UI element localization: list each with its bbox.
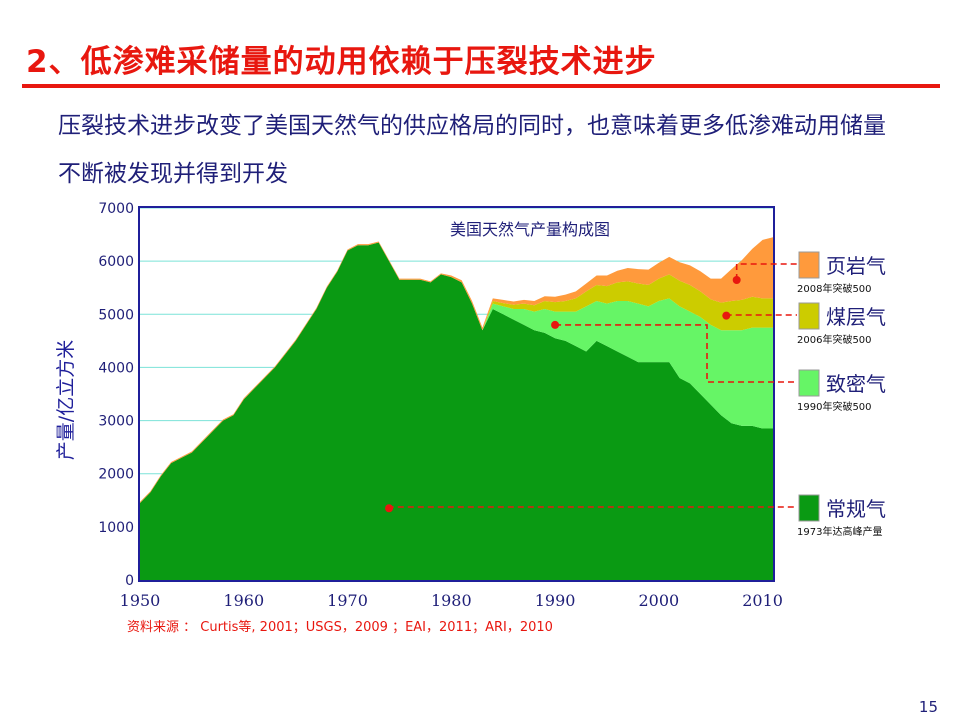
y-tick-label: 4000: [98, 360, 134, 376]
area-series-1: [140, 242, 773, 581]
y-axis-ticks: 0 1000 2000 3000 4000 5000 6000 7000: [98, 201, 134, 589]
legend-entry-note: 2006年突破500: [797, 333, 872, 346]
y-tick-label: 2000: [98, 467, 134, 483]
legend-entry-note: 1990年突破500: [797, 400, 872, 413]
legend-entry-note: 1973年达高峰产量: [797, 525, 882, 538]
y-tick-label: 0: [125, 573, 134, 589]
chart-title: 美国天然气产量构成图: [450, 220, 610, 239]
slide-subtitle: 压裂技术进步改变了美国天然气的供应格局的同时，也意味着更多低渗难动用储量不断被发…: [58, 113, 886, 187]
y-tick-label: 6000: [98, 254, 134, 270]
y-tick-label: 5000: [98, 307, 134, 323]
legend-entry-label: 煤层气: [826, 305, 886, 329]
legend-callouts: 页岩气 2008年突破500 煤层气 2006年突破500 致密气 1990年突破500 常…: [385, 251, 886, 538]
callout-leader: [388, 506, 797, 509]
legend-entry-label: 致密气: [826, 372, 886, 396]
slide-title: 2、低渗难采储量的动用依赖于压裂技术进步: [26, 44, 657, 80]
y-axis-label: 产量/亿立方米: [55, 340, 77, 460]
data-source: 资料来源 ： Curtis等, 2001；USGS，2009 ；EAI，2011…: [127, 619, 553, 635]
x-tick-label: 1950: [120, 591, 161, 610]
callout-leader: [735, 263, 797, 281]
x-tick-label: 2000: [638, 591, 679, 610]
legend-swatch: [798, 369, 820, 397]
x-tick-label: 1990: [535, 591, 576, 610]
area-layers: [140, 237, 773, 581]
legend-entry-note: 2008年突破500: [797, 282, 872, 295]
x-axis-ticks: 1950 1960 1970 1980 1990 2000 2010: [120, 591, 783, 610]
y-tick-label: 1000: [98, 520, 134, 536]
title-divider: [22, 84, 940, 88]
legend-swatch: [798, 302, 820, 330]
x-tick-label: 1960: [223, 591, 264, 610]
page-number: 15: [918, 698, 938, 716]
y-tick-label: 7000: [98, 201, 134, 217]
x-tick-label: 1980: [431, 591, 472, 610]
legend-swatch: [798, 494, 820, 522]
legend-entry-label: 页岩气: [826, 254, 886, 278]
callout-leader: [725, 314, 797, 316]
legend-entry-label: 常规气: [826, 497, 886, 521]
area-series-2: [140, 242, 773, 503]
x-tick-label: 1970: [327, 591, 368, 610]
plot-frame: [138, 206, 775, 582]
y-tick-label: 3000: [98, 414, 134, 430]
callout-leader: [555, 324, 797, 383]
legend-swatch: [798, 251, 820, 279]
x-tick-label: 2010: [742, 591, 783, 610]
